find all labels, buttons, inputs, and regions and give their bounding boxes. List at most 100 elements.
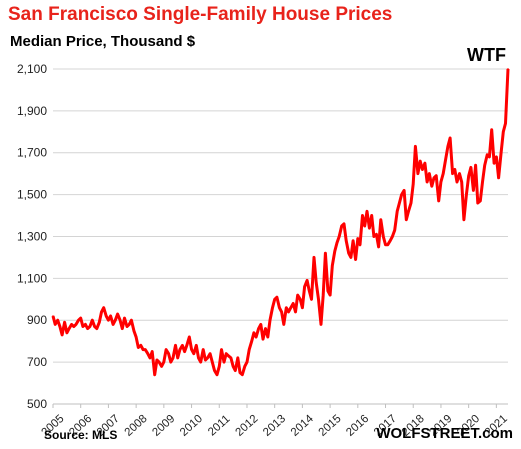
series-line — [51, 68, 510, 377]
data-point — [146, 352, 149, 355]
x-tick-label: 2010 — [178, 413, 205, 439]
data-point — [172, 357, 174, 359]
data-point — [241, 373, 244, 376]
data-point — [320, 323, 322, 326]
data-point — [79, 317, 82, 319]
data-point — [377, 246, 380, 248]
data-point — [176, 357, 179, 359]
data-point — [426, 181, 428, 183]
data-point — [329, 294, 331, 296]
data-point — [488, 156, 491, 158]
data-point — [52, 315, 54, 317]
brand-logo-text: WOLFSTREET.com — [376, 425, 513, 442]
data-point — [54, 323, 57, 326]
data-point — [95, 327, 98, 330]
data-point — [278, 306, 281, 309]
data-point — [400, 193, 403, 196]
data-point — [322, 294, 324, 296]
data-point — [343, 223, 345, 225]
data-point — [114, 319, 117, 322]
data-point — [128, 323, 131, 326]
data-point — [463, 218, 465, 221]
data-point — [451, 172, 454, 175]
chart-subtitle: Median Price, Thousand $ — [10, 33, 196, 50]
data-point — [153, 373, 156, 376]
data-point — [140, 344, 142, 347]
data-point — [218, 365, 221, 368]
data-point — [271, 306, 274, 309]
data-point — [262, 338, 264, 340]
data-point — [243, 365, 246, 368]
data-point — [398, 202, 401, 204]
y-tick-label: 1,500 — [17, 188, 47, 202]
data-point — [220, 348, 223, 351]
data-point — [253, 332, 255, 334]
data-point — [283, 323, 285, 326]
data-point — [419, 160, 421, 162]
data-point — [389, 239, 392, 242]
data-point — [269, 319, 271, 322]
data-point — [287, 311, 290, 313]
data-point — [255, 336, 257, 338]
data-point — [72, 325, 75, 328]
data-point — [248, 348, 250, 351]
data-point — [405, 218, 408, 221]
data-point — [183, 350, 186, 353]
data-point — [133, 329, 135, 332]
y-tick-label: 500 — [27, 397, 47, 411]
data-point — [165, 348, 167, 351]
data-point — [86, 327, 89, 330]
data-point — [181, 344, 184, 347]
data-point — [350, 256, 352, 259]
data-point — [340, 225, 343, 227]
data-point — [357, 237, 359, 240]
data-point — [437, 200, 440, 202]
data-point — [63, 321, 66, 324]
data-point — [84, 323, 87, 326]
x-tick-label: 2016 — [344, 413, 371, 439]
data-point — [456, 181, 458, 183]
data-point — [149, 357, 151, 359]
data-point — [142, 348, 144, 351]
data-point — [61, 334, 63, 336]
data-point — [313, 256, 315, 259]
y-tick-label: 1,700 — [17, 146, 47, 160]
data-point — [481, 181, 484, 183]
data-point — [91, 319, 94, 322]
y-tick-label: 700 — [27, 355, 47, 369]
x-tick-label: 2013 — [261, 413, 288, 439]
data-point — [266, 336, 269, 338]
data-point — [479, 200, 482, 202]
data-point — [396, 210, 398, 213]
data-point — [100, 311, 103, 313]
x-tick-label: 2014 — [289, 412, 316, 438]
data-point — [135, 336, 137, 338]
data-point — [373, 235, 375, 238]
data-point — [174, 344, 177, 347]
x-tick-label: 2011 — [206, 413, 232, 438]
data-point — [366, 210, 368, 213]
data-point — [299, 298, 301, 301]
data-point — [202, 348, 204, 351]
data-point — [102, 306, 105, 309]
data-point — [204, 359, 207, 361]
data-point — [195, 344, 198, 347]
data-point — [354, 258, 357, 261]
data-point — [56, 319, 59, 322]
grid-lines — [53, 68, 508, 405]
data-point — [317, 298, 320, 301]
data-point — [257, 327, 260, 330]
data-point — [206, 357, 209, 359]
data-point — [486, 154, 489, 156]
data-point — [303, 285, 306, 288]
x-tick-label: 2015 — [317, 413, 344, 439]
data-point — [82, 325, 84, 328]
data-point — [186, 344, 188, 347]
data-point — [68, 327, 70, 330]
data-point — [234, 369, 237, 372]
data-point — [417, 172, 419, 175]
data-point — [391, 235, 394, 238]
data-point — [77, 319, 80, 322]
data-point — [500, 151, 502, 154]
data-point — [167, 352, 170, 355]
